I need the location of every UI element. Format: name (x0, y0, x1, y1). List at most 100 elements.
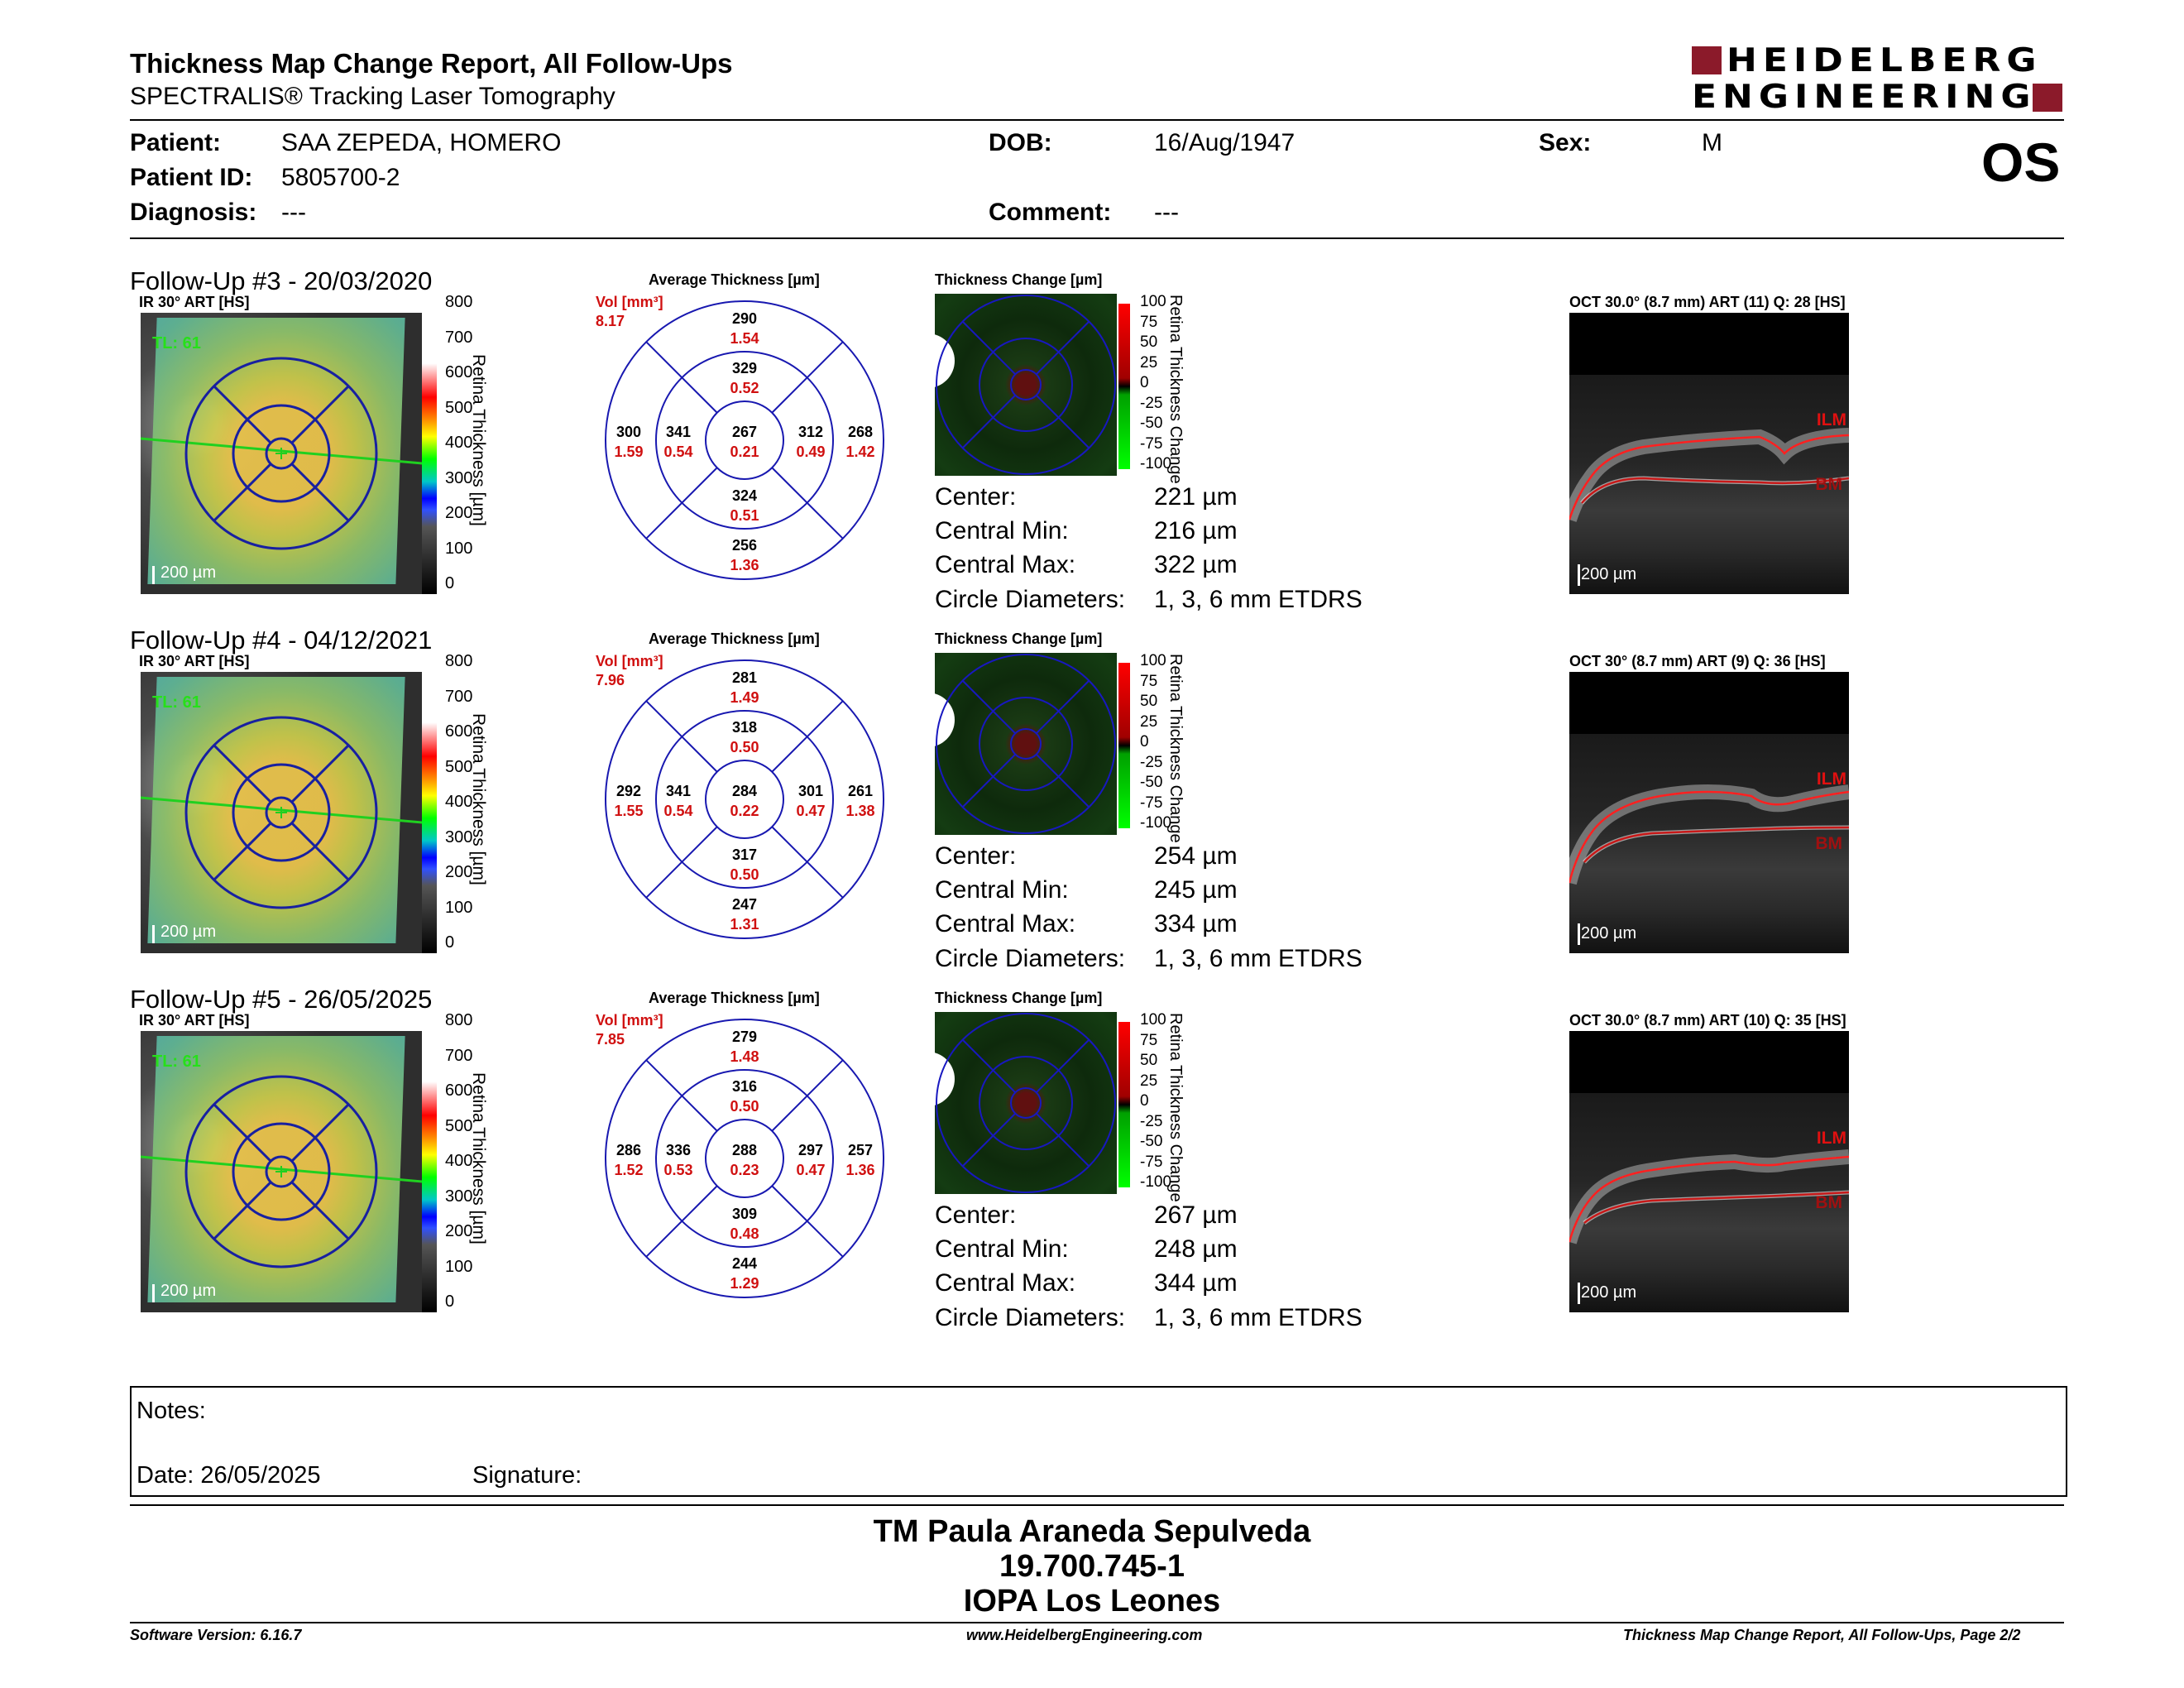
change-colorbar-tick: -100 (1140, 1173, 1172, 1191)
etdrs-thickness-center: 288 (732, 1142, 757, 1158)
change-colorbar-tick: -100 (1140, 455, 1172, 472)
etdrs-spoke-1 (290, 1103, 350, 1163)
etdrs-volume-outer-inf: 1.36 (730, 557, 759, 573)
etdrs-spoke-0 (213, 1103, 272, 1163)
volume-value: 7.96 (596, 672, 625, 688)
change-ring-0 (936, 1013, 1116, 1193)
average-thickness-grid: 267 0.21 329 0.52 324 0.51 341 0.54 312 0.49 290 1.… (605, 300, 884, 580)
heidelberg-logo: HEIDELBERG ENGINEERING (1692, 41, 2064, 117)
thickness-colorbar (422, 1031, 437, 1312)
change-colorbar-tick: 0 (1140, 733, 1149, 750)
fovea-marker (275, 448, 287, 459)
change-ring-1 (979, 697, 1073, 791)
etdrs-thickness-outer-sup: 279 (732, 1029, 757, 1045)
website-link[interactable]: www.HeidelbergEngineering.com (966, 1627, 1203, 1643)
oct-scan-label: OCT 30.0° (8.7 mm) ART (10) Q: 35 [HS] (1569, 1012, 1846, 1029)
oct-layers (1569, 784, 1849, 885)
colorbar-tick: 600 (445, 363, 473, 381)
stat-label: Central Min: (935, 517, 1069, 544)
colorbar-tick: 700 (445, 687, 473, 706)
avg-ring-0 (605, 1019, 884, 1298)
change-colorbar-tick: 100 (1140, 293, 1166, 310)
etdrs-thickness-inner-nas: 301 (798, 783, 823, 799)
stat-label: Central Max: (935, 1269, 1076, 1297)
tl-label: TL: 61 (152, 693, 201, 712)
colorbar-tick: 400 (445, 1152, 473, 1170)
colorbar-tick: 500 (445, 1116, 473, 1135)
etdrs-thickness-outer-sup: 290 (732, 310, 757, 327)
etdrs-thickness-inner-sup: 318 (732, 719, 757, 736)
etdrs-volume-outer-tem: 1.59 (614, 444, 643, 460)
etdrs-volume-inner-sup: 0.50 (730, 1098, 759, 1115)
bm-line (1581, 477, 1849, 504)
etdrs-volume-outer-nas: 1.36 (845, 1162, 874, 1178)
patient-label: Patient: (130, 129, 222, 156)
change-colorbar (1118, 663, 1130, 828)
colorbar-tick: 200 (445, 1222, 473, 1240)
colorbar-tick: 0 (445, 1292, 455, 1311)
stat-value: 322 µm (1154, 551, 1238, 578)
stat-label: Central Max: (935, 551, 1076, 578)
change-colorbar-tick: -75 (1140, 434, 1163, 453)
avg-spoke-2 (771, 826, 844, 899)
oct-scan-label: OCT 30.0° (8.7 mm) ART (11) Q: 28 [HS] (1569, 294, 1846, 310)
bm-label: BM (1815, 1193, 1842, 1212)
colorbar-tick: 800 (445, 1011, 473, 1029)
etdrs-spoke-2 (290, 1181, 350, 1240)
change-colorbar (1118, 1022, 1130, 1187)
colorbar-title: Retina Thickness [µm] (469, 1072, 488, 1244)
patient-value: SAA ZEPEDA, HOMERO (281, 129, 562, 156)
oct-layers (1569, 1149, 1849, 1244)
change-colorbar-title: Retina Thickness Change (1166, 654, 1185, 843)
header-divider (130, 119, 2064, 121)
etdrs-spoke-3 (213, 1181, 272, 1240)
etdrs-thickness-center: 267 (732, 424, 757, 440)
change-colorbar-tick: 100 (1140, 1011, 1166, 1029)
change-colorbar-tick: -25 (1140, 394, 1163, 412)
comment-value: --- (1154, 199, 1179, 226)
stat-value: 221 µm (1154, 483, 1238, 511)
patient-id-value: 5805700-2 (281, 164, 400, 191)
change-grid-overlay (936, 295, 1116, 475)
etdrs-ring-1 (232, 404, 331, 503)
etdrs-volume-inner-tem: 0.54 (663, 444, 692, 460)
stat-value: 254 µm (1154, 842, 1238, 870)
ir-thickness-map: TL: 61 200 µm (141, 1031, 422, 1312)
volume-label: Vol [mm³] (596, 653, 663, 669)
etdrs-volume-inner-tem: 0.53 (663, 1162, 692, 1178)
etdrs-thickness-outer-inf: 247 (732, 896, 757, 913)
average-thickness-title: Average Thickness [µm] (649, 271, 820, 288)
followup-title: Follow-Up #5 - 26/05/2025 (130, 985, 433, 1014)
thickness-change-map (935, 1012, 1117, 1194)
oct-bscan-image: ILM BM 200 µm (1569, 1031, 1849, 1312)
thickness-colorbar (422, 672, 437, 953)
avg-spoke-1 (771, 700, 844, 773)
etdrs-spoke-0 (213, 385, 272, 444)
etdrs-volume-outer-sup: 1.48 (730, 1048, 759, 1065)
oct-scale-label: 200 µm (1581, 924, 1637, 942)
followup-title: Follow-Up #3 - 20/03/2020 (130, 266, 433, 295)
ilm-line (1569, 434, 1849, 520)
signer-id: 19.700.745-1 (999, 1549, 1185, 1584)
ilm-line (1569, 790, 1849, 884)
oct-scale-bar (1578, 1283, 1580, 1304)
volume-value: 7.85 (596, 1031, 625, 1048)
change-ring-1 (979, 1056, 1073, 1150)
change-grid-overlay (936, 1013, 1116, 1193)
change-ring-0 (936, 295, 1116, 475)
change-spoke-2 (1036, 754, 1090, 808)
date-label: Date: 26/05/2025 (136, 1462, 321, 1489)
etdrs-volume-center: 0.21 (730, 444, 759, 460)
colorbar-tick: 300 (445, 468, 473, 487)
etdrs-thickness-center: 284 (732, 783, 757, 799)
avg-ring-2 (705, 400, 784, 480)
ir-image-label: IR 30° ART [HS] (139, 1012, 250, 1029)
etdrs-volume-outer-tem: 1.52 (614, 1162, 643, 1178)
average-thickness-title: Average Thickness [µm] (649, 990, 820, 1006)
avg-spoke-1 (771, 1059, 844, 1132)
avg-spoke-2 (771, 1185, 844, 1258)
oct-speckle (1569, 734, 1849, 953)
etdrs-volume-inner-nas: 0.49 (796, 444, 825, 460)
avg-ring-0 (605, 300, 884, 580)
colorbar-tick: 800 (445, 293, 473, 311)
